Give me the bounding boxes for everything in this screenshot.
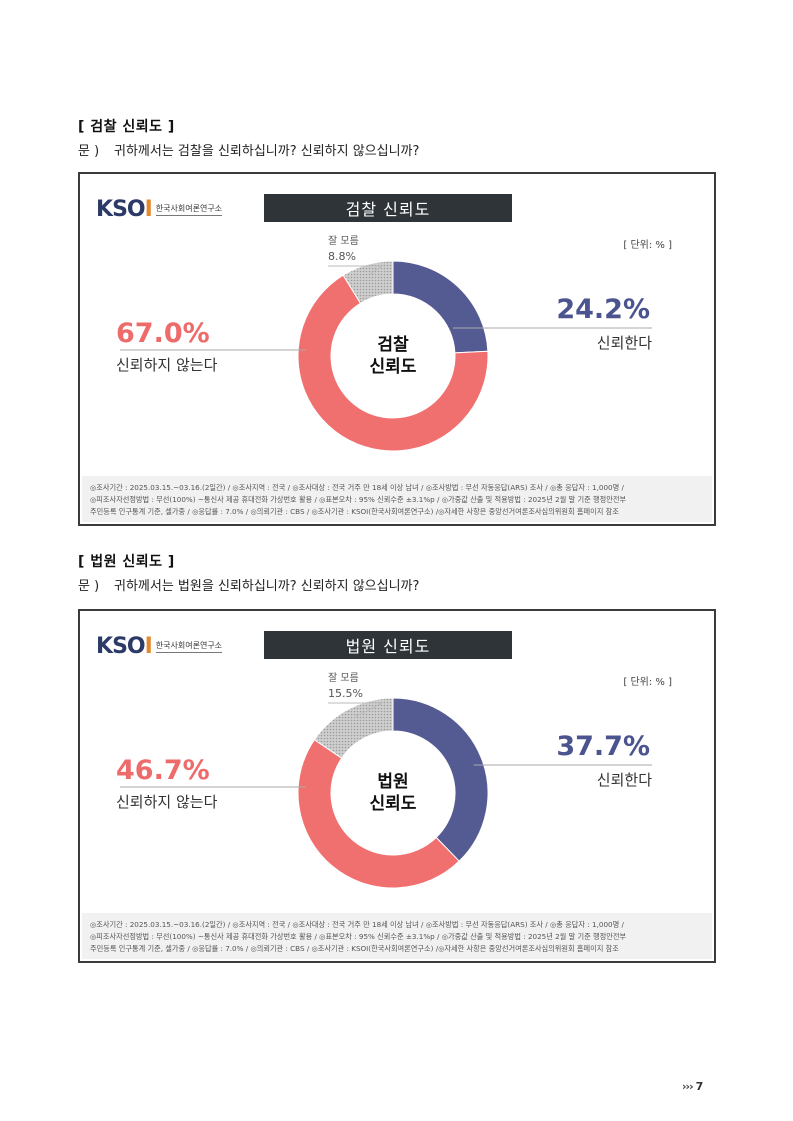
data-label: 8.8% (328, 250, 356, 263)
ksoi-logo: KSOI 한국사회여론연구소 (96, 631, 223, 661)
leader-line (328, 265, 384, 275)
unit-label: [ 단위: % ] (623, 677, 672, 688)
slice-trust (392, 697, 489, 862)
footer-line: ◎피조사자선정방법 : 무선(100%) ~통신사 제공 휴대전화 가상번호 활… (90, 932, 627, 941)
legend-label: 잘 모름 (328, 235, 359, 247)
section-heading-prosecution: [ 검찰 신뢰도 ] (78, 119, 175, 135)
data-label: 15.5% (328, 687, 363, 700)
data-label: 37.7% (556, 731, 650, 762)
question-text: 귀하께서는 법원을 신뢰하십니까? 신뢰하지 않으십니까? (114, 579, 420, 594)
footer-line: ◎피조사자선정방법 : 무선(100%) ~통신사 제공 휴대전화 가상번호 활… (90, 495, 627, 504)
unit-label: [ 단위: % ] (623, 240, 672, 251)
ksoi-logo: KSOI 한국사회여론연구소 (96, 194, 223, 224)
footer-line: ◎조사기간 : 2025.03.15.~03.16.(2일간) / ◎조사지역 … (90, 483, 624, 492)
center-label: 신뢰도 (370, 794, 417, 814)
question-court: 문 ) 귀하께서는 법원을 신뢰하십니까? 신뢰하지 않으십니까? (78, 575, 419, 594)
center-label: 검찰 (377, 335, 409, 355)
chart-title: 법원 신뢰도 (264, 631, 512, 659)
legend-label: 신뢰한다 (597, 771, 652, 789)
center-label: 법원 (377, 772, 408, 792)
data-label: 46.7% (116, 755, 210, 786)
question-text: 귀하께서는 검찰을 신뢰하십니까? 신뢰하지 않으십니까? (114, 144, 420, 159)
data-label: 24.2% (556, 294, 650, 325)
chart-title: 검찰 신뢰도 (264, 194, 512, 222)
question-label: 문 ) (78, 579, 100, 594)
footer-line: 주민등록 인구통계 기준, 셀가중 / ◎응답률 : 7.0% / ◎의뢰기관 … (90, 507, 619, 516)
slice-distrust (297, 738, 460, 889)
chart-card-prosecution: KSOI 한국사회여론연구소 검찰 신뢰도 [ 단위: % ] 검찰 신뢰도 24.… (78, 172, 716, 526)
survey-footer: ◎조사기간 : 2025.03.15.~03.16.(2일간) / ◎조사지역 … (82, 476, 712, 522)
chart-card-court: KSOI 한국사회여론연구소 법원 신뢰도 [ 단위: % ] 법원 신뢰도 37.… (78, 609, 716, 963)
logo-subtitle: 한국사회여론연구소 (155, 203, 223, 216)
logo-mark: KSOI (96, 633, 153, 659)
logo-mark: KSOI (96, 196, 153, 222)
survey-footer: ◎조사기간 : 2025.03.15.~03.16.(2일간) / ◎조사지역 … (82, 913, 712, 959)
legend-label: 신뢰하지 않는다 (116, 793, 218, 811)
leader-line (328, 702, 383, 719)
logo-subtitle: 한국사회여론연구소 (155, 640, 223, 653)
center-label: 신뢰도 (370, 357, 417, 377)
section-heading-court: [ 법원 신뢰도 ] (78, 554, 175, 570)
legend-label: 신뢰하지 않는다 (116, 356, 218, 374)
page-arrows-icon: ››› (682, 1080, 694, 1093)
slice-unknown (313, 697, 394, 759)
question-label: 문 ) (78, 144, 100, 159)
page-number: ››› 7 (682, 1080, 704, 1093)
footer-line: ◎조사기간 : 2025.03.15.~03.16.(2일간) / ◎조사지역 … (90, 920, 624, 929)
footer-line: 주민등록 인구통계 기준, 셀가중 / ◎응답률 : 7.0% / ◎의뢰기관 … (90, 944, 619, 953)
slice-distrust (297, 274, 489, 452)
legend-label: 신뢰한다 (597, 334, 652, 352)
data-label: 67.0% (116, 318, 210, 349)
slice-unknown (342, 260, 394, 304)
question-prosecution: 문 ) 귀하께서는 검찰을 신뢰하십니까? 신뢰하지 않으십니까? (78, 140, 419, 159)
legend-label: 잘 모름 (328, 672, 359, 684)
